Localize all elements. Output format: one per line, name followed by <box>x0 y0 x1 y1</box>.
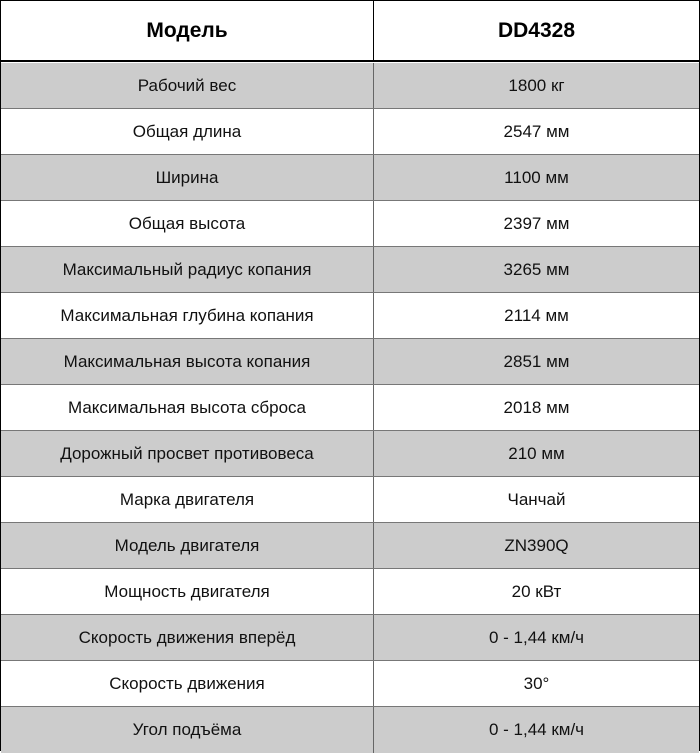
spec-label: Скорость движения вперёд <box>1 615 374 660</box>
spec-label: Максимальная высота копания <box>1 339 374 384</box>
table-header: Модель DD4328 <box>1 1 699 62</box>
spec-label: Марка двигателя <box>1 477 374 522</box>
table-row: Ширина 1100 мм <box>1 155 699 201</box>
spec-value: 30° <box>523 673 550 693</box>
spec-label: Скорость движения <box>1 661 374 706</box>
spec-value: 0 - 1,44 км/ч <box>488 627 585 647</box>
table-row: Угол подъёма 0 - 1,44 км/ч <box>1 707 699 753</box>
spec-value: 3265 мм <box>503 259 570 279</box>
spec-label: Максимальный радиус копания <box>1 247 374 292</box>
spec-value: 210 мм <box>508 443 565 463</box>
spec-label: Мощность двигателя <box>1 569 374 614</box>
spec-value: 2851 мм <box>503 351 570 371</box>
table-row: Скорость движения 30° <box>1 661 699 707</box>
spec-value: 1800 кг <box>508 75 565 95</box>
spec-label: Дорожный просвет противовеса <box>1 431 374 476</box>
table-row: Максимальная высота сброса 2018 мм <box>1 385 699 431</box>
table-row: Общая длина 2547 мм <box>1 109 699 155</box>
spec-label: Общая длина <box>1 109 374 154</box>
table-row: Общая высота 2397 мм <box>1 201 699 247</box>
spec-label: Максимальная глубина копания <box>1 293 374 338</box>
spec-value: 2114 мм <box>504 305 569 325</box>
spec-label: Максимальная высота сброса <box>1 385 374 430</box>
table-row: Максимальная глубина копания 2114 мм <box>1 293 699 339</box>
table-row: Максимальная высота копания 2851 мм <box>1 339 699 385</box>
table-row: Рабочий вес 1800 кг <box>1 63 699 109</box>
spec-value: 20 кВт <box>511 581 562 601</box>
spec-value: 2397 мм <box>503 213 570 233</box>
spec-label: Рабочий вес <box>1 63 374 108</box>
spec-label: Угол подъёма <box>1 707 374 753</box>
spec-label: Модель двигателя <box>1 523 374 568</box>
table-row: Максимальный радиус копания 3265 мм <box>1 247 699 293</box>
table-row: Марка двигателя Чанчай <box>1 477 699 523</box>
table-row: Дорожный просвет противовеса 210 мм <box>1 431 699 477</box>
spec-label: Общая высота <box>1 201 374 246</box>
table-row: Модель двигателя ZN390Q <box>1 523 699 569</box>
spec-value: 2547 мм <box>503 121 570 141</box>
header-model-name: DD4328 <box>497 18 576 42</box>
header-model: Модель <box>1 1 374 60</box>
spec-value: 0 - 1,44 км/ч <box>488 720 585 739</box>
table-row: Скорость движения вперёд 0 - 1,44 км/ч <box>1 615 699 661</box>
spec-value: ZN390Q <box>504 535 569 555</box>
table-row: Мощность двигателя 20 кВт <box>1 569 699 615</box>
spec-value: Чанчай <box>507 489 566 509</box>
spec-value: 1100 мм <box>504 167 569 187</box>
spec-label: Ширина <box>1 155 374 200</box>
spec-value: 2018 мм <box>503 397 570 417</box>
